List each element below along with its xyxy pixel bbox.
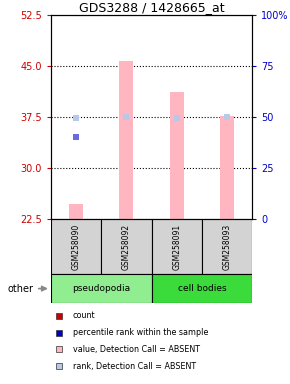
Text: value, Detection Call = ABSENT: value, Detection Call = ABSENT: [73, 345, 200, 354]
Title: GDS3288 / 1428665_at: GDS3288 / 1428665_at: [79, 1, 224, 14]
Text: GSM258092: GSM258092: [122, 224, 131, 270]
Text: GSM258090: GSM258090: [71, 223, 80, 270]
Text: cell bodies: cell bodies: [177, 284, 226, 293]
Bar: [152, 274, 252, 303]
Bar: [152, 219, 202, 274]
Text: percentile rank within the sample: percentile rank within the sample: [73, 328, 208, 337]
Text: rank, Detection Call = ABSENT: rank, Detection Call = ABSENT: [73, 362, 196, 371]
Bar: [202, 219, 252, 274]
Bar: [51, 274, 152, 303]
Bar: [101, 219, 152, 274]
Bar: [220, 116, 234, 219]
Bar: [51, 219, 101, 274]
Text: pseudopodia: pseudopodia: [72, 284, 130, 293]
Text: count: count: [73, 311, 95, 320]
Text: GSM258093: GSM258093: [223, 223, 232, 270]
Text: other: other: [7, 283, 46, 294]
Bar: [170, 92, 184, 219]
Bar: [119, 61, 133, 219]
Text: GSM258091: GSM258091: [172, 224, 181, 270]
Bar: [69, 204, 83, 219]
